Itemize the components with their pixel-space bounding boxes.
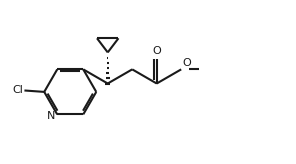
Text: N: N: [46, 111, 55, 121]
Text: Cl: Cl: [12, 85, 23, 95]
Text: O: O: [152, 46, 161, 56]
Text: O: O: [183, 58, 191, 68]
